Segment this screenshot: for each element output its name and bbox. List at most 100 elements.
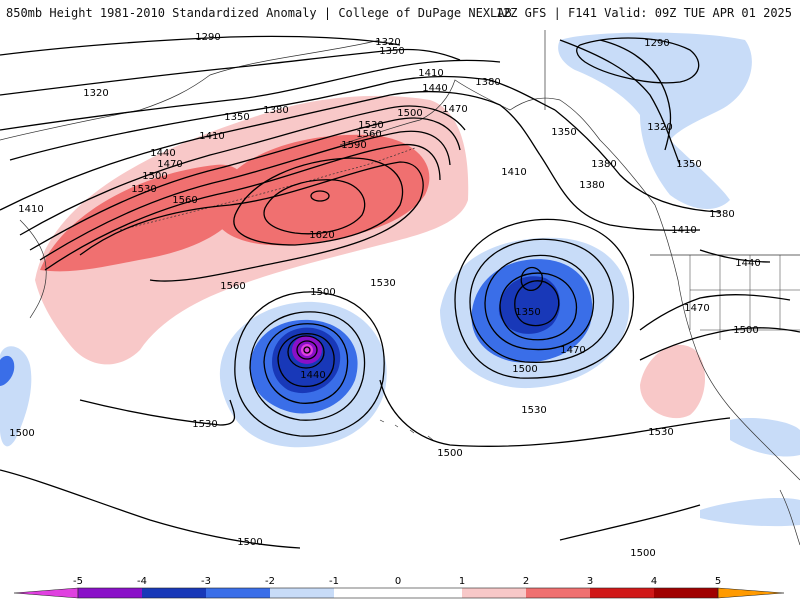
contour-1470-east [639,294,791,331]
colorbar-outline [77,587,719,599]
alaska-coast [339,79,656,206]
colorbar-swatch [206,588,270,598]
colorbar-arrow-left [13,587,79,599]
height-label: 1440 [300,370,325,381]
colorbar-swatch [334,588,398,598]
siberia-coast [0,39,381,141]
contour-1380 [9,75,556,161]
contour-1290-east [576,37,700,84]
contour-labels: 1290 1320 1350 1290 1320 1320 1350 1410 … [9,32,760,559]
height-label: 1500 [142,171,167,182]
contour-1440 [19,105,466,236]
height-label: 1530 [192,419,217,430]
north-america-west-coast [654,204,800,481]
height-label: 1590 [341,140,366,151]
colorbar-swatches [13,587,785,599]
contour-low-ring [484,254,594,351]
height-label: 1380 [263,105,288,116]
height-label: 1500 [237,537,262,548]
contour-low-ring [469,238,614,364]
contour-low-ring [249,311,366,421]
colorbar-tick-label: 1 [459,576,465,587]
contour-low-ring [499,272,578,341]
negative-anomaly-area [730,418,800,457]
contour-1440-east [699,249,771,263]
us-state-lines [689,255,800,340]
height-label: 1500 [630,548,655,559]
colorbar-swatch [462,588,526,598]
height-label: 1530 [648,427,673,438]
negative-anomaly-area [558,32,752,210]
contour-low-ring [454,218,635,379]
colorbar-swatch [398,588,462,598]
contour-1380-east [554,109,721,213]
colorbar-swatch [590,588,654,598]
contour-low-center [303,346,311,354]
model-valid-time: 12Z GFS | F141 Valid: 09Z TUE APR 01 202… [495,6,792,20]
colorbar-ticks: -5 -4 -3 -2 -1 0 1 2 3 4 5 [73,576,721,587]
contour-1560 [79,161,424,282]
height-label: 1350 [515,307,540,318]
height-label: 1560 [220,281,245,292]
colorbar-swatch [270,588,334,598]
height-label: 1440 [150,148,175,159]
height-label: 1560 [356,129,381,140]
height-label: 1410 [18,204,43,215]
contour-1320-east [599,39,672,151]
height-label: 1350 [676,159,701,170]
map-title: 850mb Height 1981-2010 Standardized Anom… [6,6,512,20]
hawaii-islands [379,419,434,441]
height-label: 1320 [83,88,108,99]
height-label: 1620 [309,230,334,241]
height-label: 1320 [647,122,672,133]
positive-anomaly-area [640,344,706,419]
height-label: 1320 [375,37,400,48]
colorbar-tick-label: -3 [201,576,211,587]
map-canvas: 1290 1320 1350 1290 1320 1320 1350 1410 … [0,30,800,559]
contour-1500-east [639,327,800,361]
contour-low-ring [277,333,335,388]
positive-anomaly-core [213,134,430,246]
height-label: 1350 [551,127,576,138]
height-label: 1380 [709,209,734,220]
height-label: 1500 [437,448,462,459]
colorbar-tick-label: 4 [651,576,657,587]
colorbar-tick-label: -4 [137,576,147,587]
contour-1620 [263,179,366,235]
anomaly-shading [0,32,800,527]
contour-low-ring [234,291,385,437]
height-label: 1410 [501,167,526,178]
negative-anomaly-core [0,355,15,386]
height-contours [0,35,800,549]
contour-1350 [0,59,501,131]
contour-1590 [233,157,404,246]
height-label: 1530 [370,278,395,289]
anomaly-colorbar: -5 -4 -3 -2 -1 0 1 2 3 4 5 [0,572,800,600]
height-label: 1470 [684,303,709,314]
height-label: 1530 [521,405,546,416]
contour-low-ring [514,280,560,327]
height-label: 1440 [735,258,760,269]
height-label: 1500 [512,364,537,375]
height-label: 1410 [671,225,696,236]
height-label: 1380 [579,180,604,191]
colorbar-arrow-right [717,587,785,599]
contour-1530 [44,143,441,271]
height-label: 1500 [310,287,335,298]
height-label: 1290 [644,38,669,49]
contour-low-center [520,266,543,291]
colorbar-swatch [78,588,142,598]
contour-low-ring [296,340,318,360]
contour-1500-south [559,504,701,541]
negative-anomaly-peak [301,344,313,356]
height-label: 1470 [560,345,585,356]
height-label: 1350 [379,46,404,57]
height-label: 1410 [199,131,224,142]
height-label: 1560 [172,195,197,206]
height-label: 1440 [422,83,447,94]
colorbar-tick-label: -5 [73,576,83,587]
height-label: 1470 [157,159,182,170]
colorbar-canvas: -5 -4 -3 -2 -1 0 1 2 3 4 5 [13,576,785,599]
colorbar-tick-label: 5 [715,576,721,587]
colorbar-swatch [526,588,590,598]
